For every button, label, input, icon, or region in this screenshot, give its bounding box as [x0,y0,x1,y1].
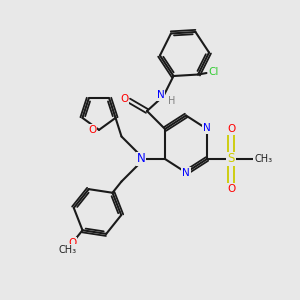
Text: Cl: Cl [208,68,219,77]
Text: CH₃: CH₃ [254,154,272,164]
Text: O: O [68,238,76,248]
Text: H: H [168,96,175,106]
Text: S: S [227,152,235,166]
Text: N: N [182,168,190,178]
Text: N: N [157,90,164,100]
Text: O: O [227,184,236,194]
Text: O: O [120,94,129,104]
Text: N: N [136,152,146,166]
Text: N: N [203,123,211,134]
Text: CH₃: CH₃ [58,244,76,254]
Text: O: O [227,124,236,134]
Text: O: O [88,125,97,135]
